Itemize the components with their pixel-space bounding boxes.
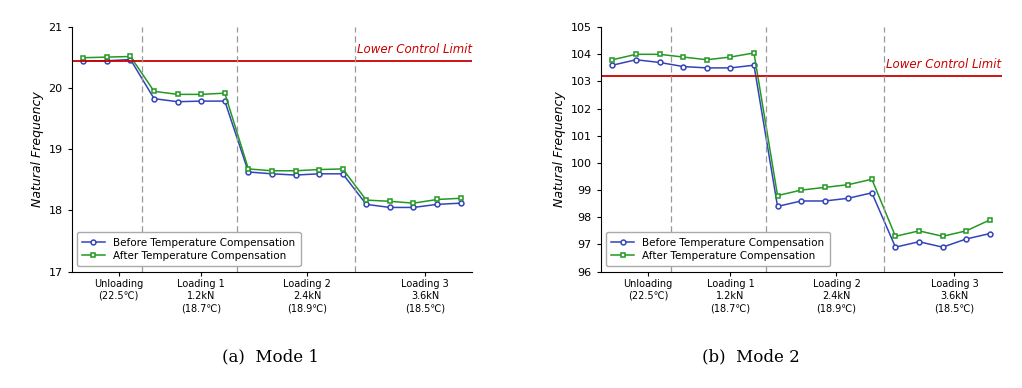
- After Temperature Compensation: [748, 50, 760, 55]
- After Temperature Compensation: [455, 196, 467, 201]
- Before Temperature Compensation: [795, 199, 807, 203]
- After Temperature Compensation: [219, 91, 231, 95]
- After Temperature Compensation: [701, 57, 713, 62]
- Legend: Before Temperature Compensation, After Temperature Compensation: Before Temperature Compensation, After T…: [77, 232, 300, 267]
- After Temperature Compensation: [795, 188, 807, 192]
- After Temperature Compensation: [336, 166, 349, 171]
- Legend: Before Temperature Compensation, After Temperature Compensation: Before Temperature Compensation, After T…: [606, 232, 830, 267]
- After Temperature Compensation: [148, 89, 160, 94]
- Before Temperature Compensation: [383, 205, 396, 210]
- Before Temperature Compensation: [866, 191, 878, 195]
- After Temperature Compensation: [313, 167, 325, 172]
- After Temperature Compensation: [195, 92, 207, 97]
- Before Temperature Compensation: [266, 171, 278, 176]
- Before Temperature Compensation: [289, 173, 301, 177]
- Line: After Temperature Compensation: After Temperature Compensation: [610, 50, 992, 239]
- After Temperature Compensation: [606, 57, 618, 62]
- Before Temperature Compensation: [336, 171, 349, 176]
- Before Temperature Compensation: [889, 245, 901, 249]
- Before Temperature Compensation: [125, 57, 137, 62]
- Before Temperature Compensation: [195, 99, 207, 104]
- Before Temperature Compensation: [842, 196, 854, 201]
- Y-axis label: Natural Frequency: Natural Frequency: [553, 92, 566, 207]
- Line: After Temperature Compensation: After Temperature Compensation: [81, 54, 463, 206]
- Before Temperature Compensation: [772, 204, 784, 209]
- Before Temperature Compensation: [725, 66, 737, 70]
- Before Temperature Compensation: [960, 237, 972, 241]
- After Temperature Compensation: [772, 193, 784, 198]
- Before Temperature Compensation: [148, 96, 160, 101]
- After Temperature Compensation: [125, 54, 137, 59]
- Before Temperature Compensation: [219, 99, 231, 104]
- After Temperature Compensation: [866, 177, 878, 182]
- Text: (a)  Mode 1: (a) Mode 1: [223, 348, 319, 365]
- After Temperature Compensation: [678, 55, 690, 59]
- Before Temperature Compensation: [701, 66, 713, 70]
- Before Temperature Compensation: [360, 202, 372, 207]
- Line: Before Temperature Compensation: Before Temperature Compensation: [610, 57, 992, 249]
- After Temperature Compensation: [725, 55, 737, 59]
- Before Temperature Compensation: [455, 201, 467, 206]
- Before Temperature Compensation: [313, 171, 325, 176]
- Before Temperature Compensation: [630, 57, 642, 62]
- Before Temperature Compensation: [408, 205, 420, 210]
- After Temperature Compensation: [960, 229, 972, 233]
- After Temperature Compensation: [819, 185, 831, 190]
- After Temperature Compensation: [172, 92, 184, 97]
- After Temperature Compensation: [431, 197, 444, 202]
- After Temperature Compensation: [889, 234, 901, 239]
- After Temperature Compensation: [983, 218, 995, 222]
- Before Temperature Compensation: [78, 59, 90, 63]
- Y-axis label: Natural Frequency: Natural Frequency: [32, 92, 44, 207]
- Before Temperature Compensation: [172, 99, 184, 104]
- Text: Lower Control Limit: Lower Control Limit: [886, 58, 1002, 71]
- Before Temperature Compensation: [678, 64, 690, 69]
- Before Temperature Compensation: [983, 231, 995, 236]
- After Temperature Compensation: [78, 55, 90, 60]
- After Temperature Compensation: [360, 198, 372, 203]
- Before Temperature Compensation: [748, 63, 760, 68]
- Text: (b)  Mode 2: (b) Mode 2: [702, 348, 800, 365]
- After Temperature Compensation: [266, 168, 278, 173]
- After Temperature Compensation: [842, 182, 854, 187]
- After Temperature Compensation: [630, 52, 642, 57]
- Text: Lower Control Limit: Lower Control Limit: [357, 43, 472, 56]
- Line: Before Temperature Compensation: Before Temperature Compensation: [81, 57, 463, 210]
- After Temperature Compensation: [242, 166, 254, 171]
- After Temperature Compensation: [408, 201, 420, 206]
- Before Temperature Compensation: [936, 245, 948, 249]
- Before Temperature Compensation: [653, 60, 665, 65]
- After Temperature Compensation: [653, 52, 665, 57]
- After Temperature Compensation: [913, 229, 925, 233]
- After Temperature Compensation: [383, 199, 396, 204]
- Before Temperature Compensation: [431, 202, 444, 207]
- Before Temperature Compensation: [242, 170, 254, 174]
- Before Temperature Compensation: [913, 239, 925, 244]
- After Temperature Compensation: [101, 55, 113, 59]
- Before Temperature Compensation: [819, 199, 831, 203]
- Before Temperature Compensation: [606, 63, 618, 68]
- After Temperature Compensation: [289, 168, 301, 173]
- After Temperature Compensation: [936, 234, 948, 239]
- Before Temperature Compensation: [101, 59, 113, 63]
